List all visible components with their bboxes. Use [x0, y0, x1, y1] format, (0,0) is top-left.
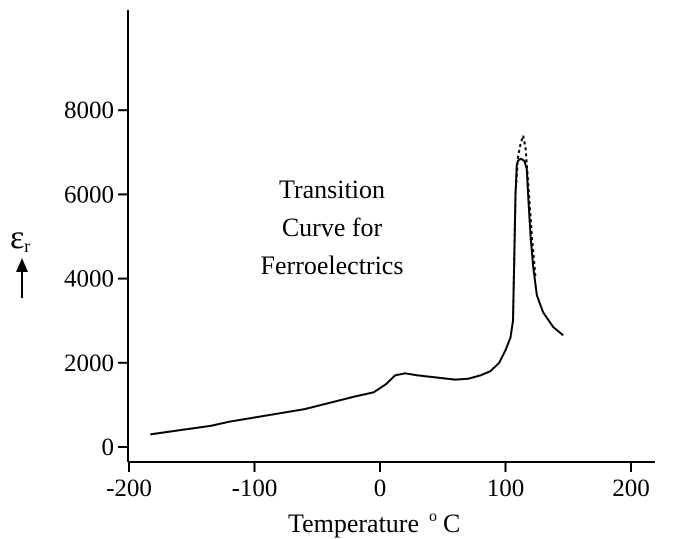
annotation-line-1: Transition: [279, 175, 385, 204]
series-group: [150, 134, 564, 436]
y-axis-label-subscript: r: [24, 236, 30, 256]
annotation-line-2: Curve for: [282, 213, 383, 242]
y-tick-label: 6000: [64, 181, 114, 208]
annotation-line-3: Ferroelectrics: [261, 251, 404, 280]
x-tick-label: 100: [487, 475, 525, 502]
y-axis-arrow: [16, 258, 28, 298]
series-line-dashed: [512, 134, 537, 321]
x-axis-label: Temperature o C: [288, 508, 460, 538]
x-axis-label-unit: C: [443, 509, 460, 538]
y-tick-label: 8000: [64, 97, 114, 124]
y-tick-label: 4000: [64, 266, 114, 293]
x-tick-label: 200: [612, 475, 650, 502]
x-tick-label: 0: [374, 475, 387, 502]
y-tick-label: 2000: [64, 350, 114, 377]
y-axis-ticks: 0 2000 4000 6000 8000: [64, 97, 128, 461]
x-axis-label-main: Temperature: [288, 509, 419, 538]
x-tick-label: -200: [106, 475, 152, 502]
y-axis-label: εr: [10, 219, 30, 256]
x-axis-ticks: -200 -100 0 100 200: [106, 462, 650, 502]
series-line-solid: [150, 157, 564, 436]
y-tick-label: 0: [102, 434, 115, 461]
x-tick-label: -100: [232, 475, 278, 502]
x-axis-label-degree: o: [429, 508, 437, 525]
